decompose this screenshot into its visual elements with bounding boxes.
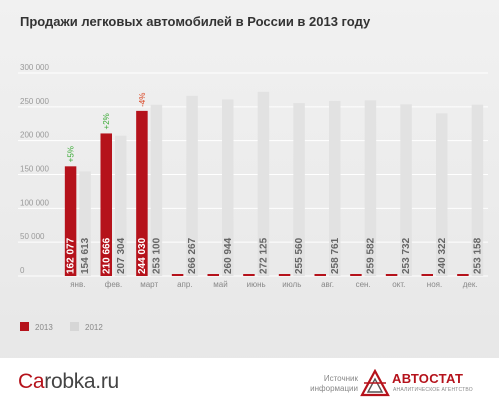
bar-2012-value-label: 154 613 [80,237,91,274]
bar-2012 [400,104,412,276]
brand-suffix: robka.ru [44,370,119,393]
change-label: +2% [102,113,111,129]
bar-2013-empty [171,274,184,276]
bar-2013-empty [385,274,398,276]
bar-2013 [136,110,148,276]
source-label: Источник информации [310,374,358,393]
bar-2012 [471,104,484,277]
bar-2012 [186,95,198,277]
legend-label-2012: 2012 [85,323,103,332]
bar-2012 [79,171,91,276]
x-tick-label: март [140,280,158,289]
bar-2013 [100,133,112,276]
x-tick-label: июнь [247,280,266,289]
avtostat-logo-name: АВТОСТАТ [392,371,464,386]
bar-2013-value-label: 210 666 [101,237,112,274]
x-tick-label: сен. [356,280,371,289]
y-tick-label: 150 000 [20,165,49,174]
bar-2012-value-label: 266 267 [187,237,198,274]
bar-2012-value-label: 240 322 [437,237,448,274]
avtostat-logo-subtitle: АНАЛИТИЧЕСКОЕ АГЕНТСТВО [393,387,473,393]
legend-swatch-2013 [20,322,29,331]
legend-label-2013: 2013 [35,323,53,332]
bar-2013-value-label: 244 030 [137,237,148,274]
bar-2012 [150,104,163,277]
x-tick-label: май [213,280,227,289]
bar-2012 [293,103,305,276]
x-tick-label: дек. [463,280,478,289]
x-tick-label: ноя. [427,280,442,289]
brand-prefix: Ca [18,370,45,393]
change-label: +5% [67,146,76,162]
bar-2012 [222,99,234,277]
y-tick-label: 300 000 [20,63,49,72]
legend-swatch-2012 [70,322,79,331]
y-tick-label: 100 000 [20,198,49,207]
bar-2013-empty [207,274,219,276]
bar-2012-value-label: 255 560 [294,237,305,274]
change-label: -4% [138,93,147,107]
bar-2012-value-label: 253 732 [401,237,412,274]
bar-chart: 300 000 250 000 200 000 150 000 100 000 50 00… [20,63,484,332]
bar-2012-value-label: 272 125 [258,237,269,274]
bar-2013-empty [278,274,291,276]
y-tick-label: 0 [20,266,25,275]
bar-2012-value-label: 258 761 [330,237,341,274]
bar-2013-empty [314,274,326,276]
chart-title: Продажи легковых автомобилей в России в … [20,14,371,29]
bar-2012-value-label: 253 100 [151,237,162,274]
bar-2013-empty [457,274,469,276]
avtostat-logo-icon [360,369,390,397]
bar-2013 [64,166,77,276]
footer: Carobka.ru Источник информации АВТОСТАТ … [0,358,499,411]
brand-logo[interactable]: Carobka.ru [18,370,119,394]
x-tick-label: фев. [105,280,123,289]
bar-2012 [364,100,377,276]
bar-2012-value-label: 260 944 [223,237,234,274]
bar-2012-value-label: 207 304 [116,237,127,274]
bar-2013-value-label: 162 077 [66,237,77,274]
y-tick-label: 50 000 [20,232,45,241]
bar-2012 [436,113,448,276]
x-tick-label: янв. [70,280,85,289]
bar-2012 [329,100,341,276]
bar-2012-value-label: 253 158 [472,237,483,274]
x-tick-label: авг. [321,280,334,289]
bar-2012-value-label: 259 582 [365,237,376,274]
x-tick-label: апр. [177,280,192,289]
bar-2013-empty [243,274,255,276]
y-tick-label: 200 000 [20,131,49,140]
x-tick-label: окт. [392,280,405,289]
bar-2013-empty [421,274,433,276]
bar-2013-empty [350,274,362,276]
x-tick-label: июль [282,280,301,289]
y-tick-label: 250 000 [20,97,49,106]
bar-2012 [257,91,270,276]
bar-2012 [115,135,127,276]
